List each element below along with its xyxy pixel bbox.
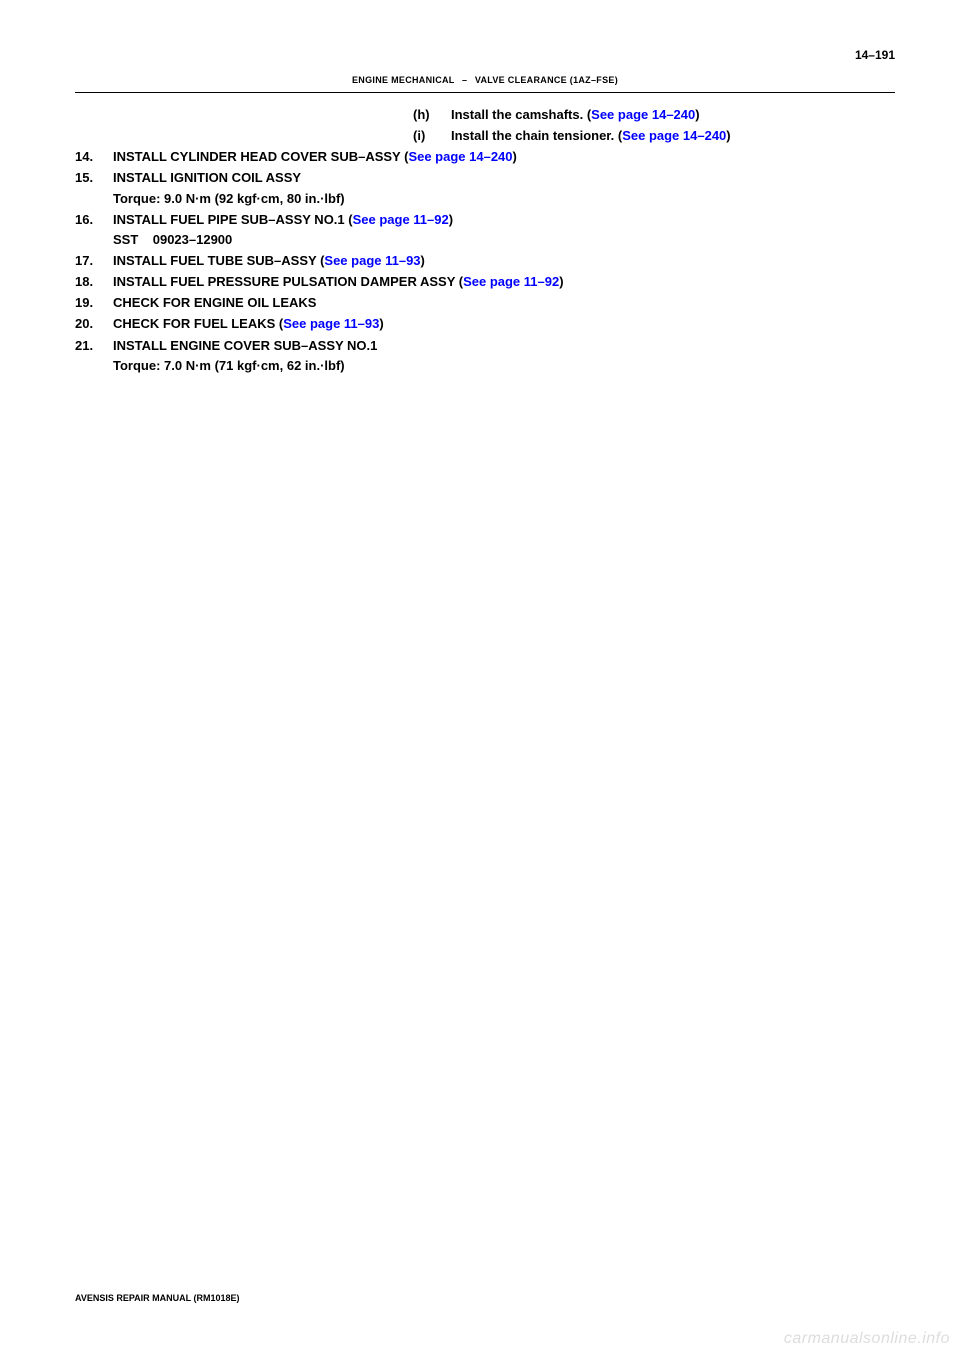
sub-item-i: (i) Install the chain tensioner. (See pa… <box>413 126 895 146</box>
item-body: INSTALL FUEL TUBE SUB–ASSY (See page 11–… <box>113 251 895 271</box>
item-20: 20. CHECK FOR FUEL LEAKS (See page 11–93… <box>75 314 895 334</box>
item-number: 19. <box>75 293 113 313</box>
item-body: INSTALL FUEL PIPE SUB–ASSY NO.1 (See pag… <box>113 210 895 250</box>
item-21: 21. INSTALL ENGINE COVER SUB–ASSY NO.1 T… <box>75 336 895 376</box>
item-16: 16. INSTALL FUEL PIPE SUB–ASSY NO.1 (See… <box>75 210 895 250</box>
item-17: 17. INSTALL FUEL TUBE SUB–ASSY (See page… <box>75 251 895 271</box>
item-title: CHECK FOR FUEL LEAKS ( <box>113 316 283 331</box>
footer-text: AVENSIS REPAIR MANUAL (RM1018E) <box>75 1293 240 1303</box>
sub-text: Install the camshafts. (See page 14–240) <box>451 105 895 125</box>
page-number: 14–191 <box>75 48 895 62</box>
header-separator: – <box>462 75 467 85</box>
sub-text: Install the chain tensioner. (See page 1… <box>451 126 895 146</box>
sub-text-before: Install the camshafts. ( <box>451 107 591 122</box>
item-title: INSTALL ENGINE COVER SUB–ASSY NO.1 <box>113 336 895 356</box>
item-title: INSTALL FUEL PRESSURE PULSATION DAMPER A… <box>113 274 463 289</box>
item-title: CHECK FOR ENGINE OIL LEAKS <box>113 295 316 310</box>
content-body: (h) Install the camshafts. (See page 14–… <box>75 105 895 376</box>
sub-item-h: (h) Install the camshafts. (See page 14–… <box>413 105 895 125</box>
item-detail: SST 09023–12900 <box>113 230 895 250</box>
sub-text-after: ) <box>726 128 730 143</box>
sub-letter: (i) <box>413 126 451 146</box>
item-detail: Torque: 7.0 N·m (71 kgf·cm, 62 in.·lbf) <box>113 356 895 376</box>
item-number: 18. <box>75 272 113 292</box>
item-after: ) <box>421 253 425 268</box>
page-link[interactable]: See page 14–240 <box>408 149 512 164</box>
page-link[interactable]: See page 11–92 <box>463 274 559 289</box>
item-body: INSTALL CYLINDER HEAD COVER SUB–ASSY (Se… <box>113 147 895 167</box>
item-title: INSTALL FUEL TUBE SUB–ASSY ( <box>113 253 324 268</box>
item-number: 15. <box>75 168 113 208</box>
header-left: ENGINE MECHANICAL <box>352 75 455 85</box>
item-body: INSTALL ENGINE COVER SUB–ASSY NO.1 Torqu… <box>113 336 895 376</box>
item-after: ) <box>449 212 453 227</box>
item-18: 18. INSTALL FUEL PRESSURE PULSATION DAMP… <box>75 272 895 292</box>
page-link[interactable]: See page 14–240 <box>622 128 726 143</box>
header-section: ENGINE MECHANICAL – VALVE CLEARANCE (1AZ… <box>75 70 895 93</box>
item-15: 15. INSTALL IGNITION COIL ASSY Torque: 9… <box>75 168 895 208</box>
item-title: INSTALL FUEL PIPE SUB–ASSY NO.1 ( <box>113 212 353 227</box>
page-link[interactable]: See page 11–93 <box>324 253 420 268</box>
item-after: ) <box>559 274 563 289</box>
item-19: 19. CHECK FOR ENGINE OIL LEAKS <box>75 293 895 313</box>
item-title: INSTALL CYLINDER HEAD COVER SUB–ASSY ( <box>113 149 408 164</box>
item-14: 14. INSTALL CYLINDER HEAD COVER SUB–ASSY… <box>75 147 895 167</box>
item-number: 21. <box>75 336 113 376</box>
item-body: INSTALL IGNITION COIL ASSY Torque: 9.0 N… <box>113 168 895 208</box>
item-body: CHECK FOR ENGINE OIL LEAKS <box>113 293 895 313</box>
item-number: 16. <box>75 210 113 250</box>
header-right: VALVE CLEARANCE (1AZ–FSE) <box>475 75 618 85</box>
item-title: INSTALL IGNITION COIL ASSY <box>113 168 895 188</box>
item-number: 17. <box>75 251 113 271</box>
page-link[interactable]: See page 11–92 <box>353 212 449 227</box>
item-number: 20. <box>75 314 113 334</box>
sub-text-after: ) <box>695 107 699 122</box>
sub-letter: (h) <box>413 105 451 125</box>
item-after: ) <box>379 316 383 331</box>
item-detail: Torque: 9.0 N·m (92 kgf·cm, 80 in.·lbf) <box>113 189 895 209</box>
item-after: ) <box>513 149 517 164</box>
watermark: carmanualsonline.info <box>784 1330 950 1348</box>
page-link[interactable]: See page 14–240 <box>591 107 695 122</box>
page-link[interactable]: See page 11–93 <box>283 316 379 331</box>
sub-text-before: Install the chain tensioner. ( <box>451 128 622 143</box>
item-body: INSTALL FUEL PRESSURE PULSATION DAMPER A… <box>113 272 895 292</box>
item-number: 14. <box>75 147 113 167</box>
item-body: CHECK FOR FUEL LEAKS (See page 11–93) <box>113 314 895 334</box>
